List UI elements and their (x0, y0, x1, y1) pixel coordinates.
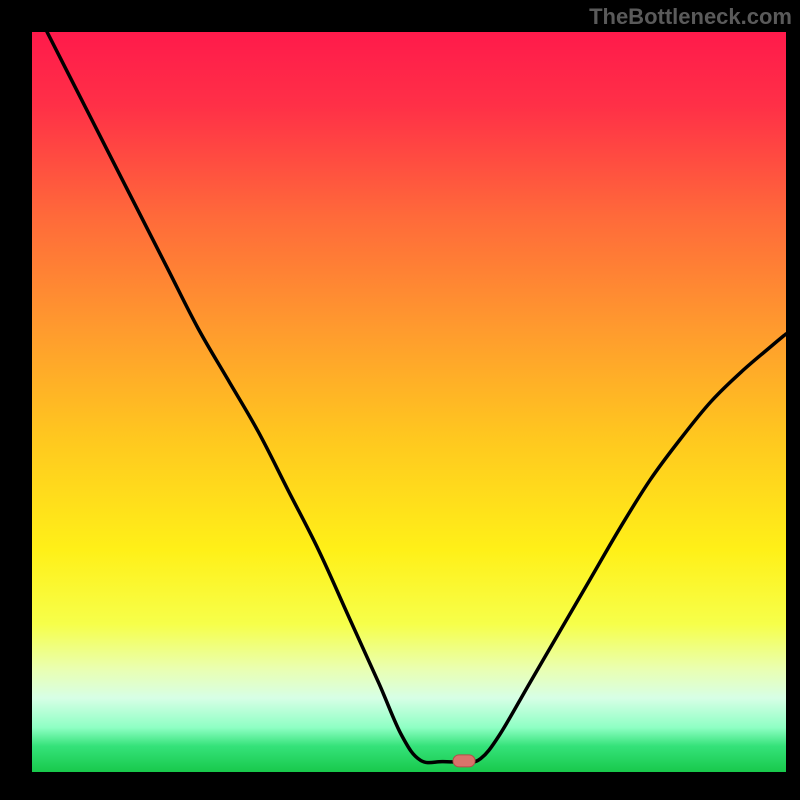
plot-background (32, 32, 786, 772)
optimal-point-marker (453, 755, 475, 767)
chart-container: TheBottleneck.com (0, 0, 800, 800)
bottleneck-chart-svg (0, 0, 800, 800)
